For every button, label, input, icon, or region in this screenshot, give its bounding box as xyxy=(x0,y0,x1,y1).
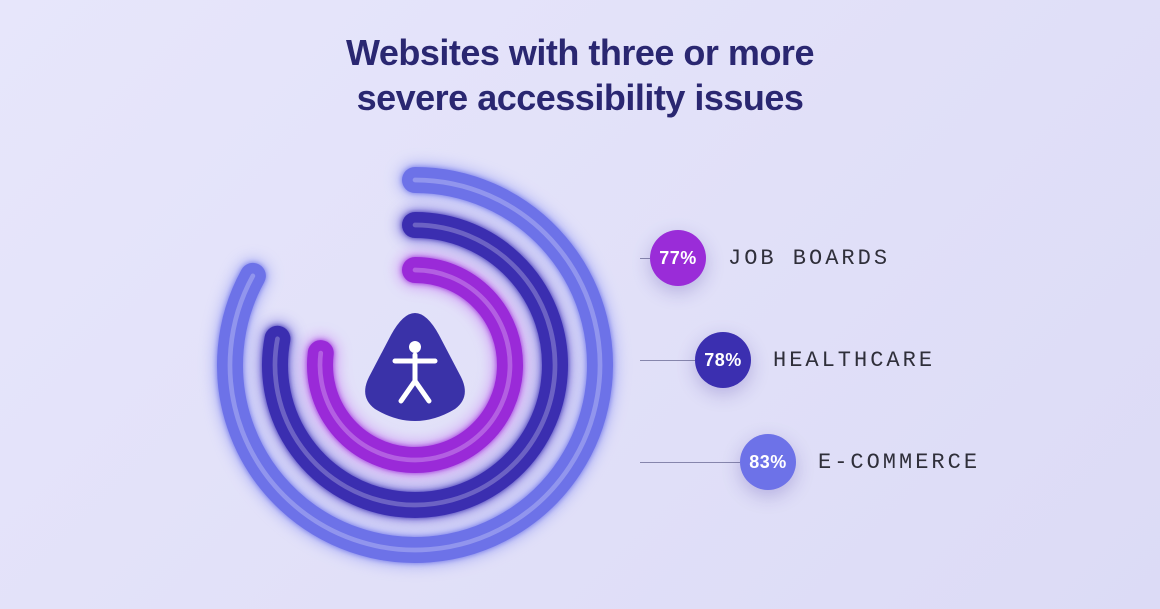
legend-connector xyxy=(640,360,695,361)
title-line-1: Websites with three or more xyxy=(346,32,814,73)
accessibility-icon xyxy=(365,313,465,421)
legend: 77% JOB BOARDS 78% HEALTHCARE 83% E-COMMERCE xyxy=(640,230,1100,536)
legend-row-healthcare: 78% HEALTHCARE xyxy=(640,332,1100,388)
title-line-2: severe accessibility issues xyxy=(357,77,804,118)
legend-label-job_boards: JOB BOARDS xyxy=(728,246,890,271)
legend-row-ecommerce: 83% E-COMMERCE xyxy=(640,434,1100,490)
chart-title: Websites with three or more severe acces… xyxy=(0,30,1160,120)
legend-badge-healthcare: 78% xyxy=(695,332,751,388)
radial-svg xyxy=(200,150,630,580)
legend-label-healthcare: HEALTHCARE xyxy=(773,348,935,373)
legend-connector xyxy=(640,462,740,463)
legend-badge-ecommerce: 83% xyxy=(740,434,796,490)
legend-row-job_boards: 77% JOB BOARDS xyxy=(640,230,1100,286)
legend-connector xyxy=(640,258,650,259)
legend-label-ecommerce: E-COMMERCE xyxy=(818,450,980,475)
radial-chart xyxy=(200,150,630,580)
legend-badge-job_boards: 77% xyxy=(650,230,706,286)
